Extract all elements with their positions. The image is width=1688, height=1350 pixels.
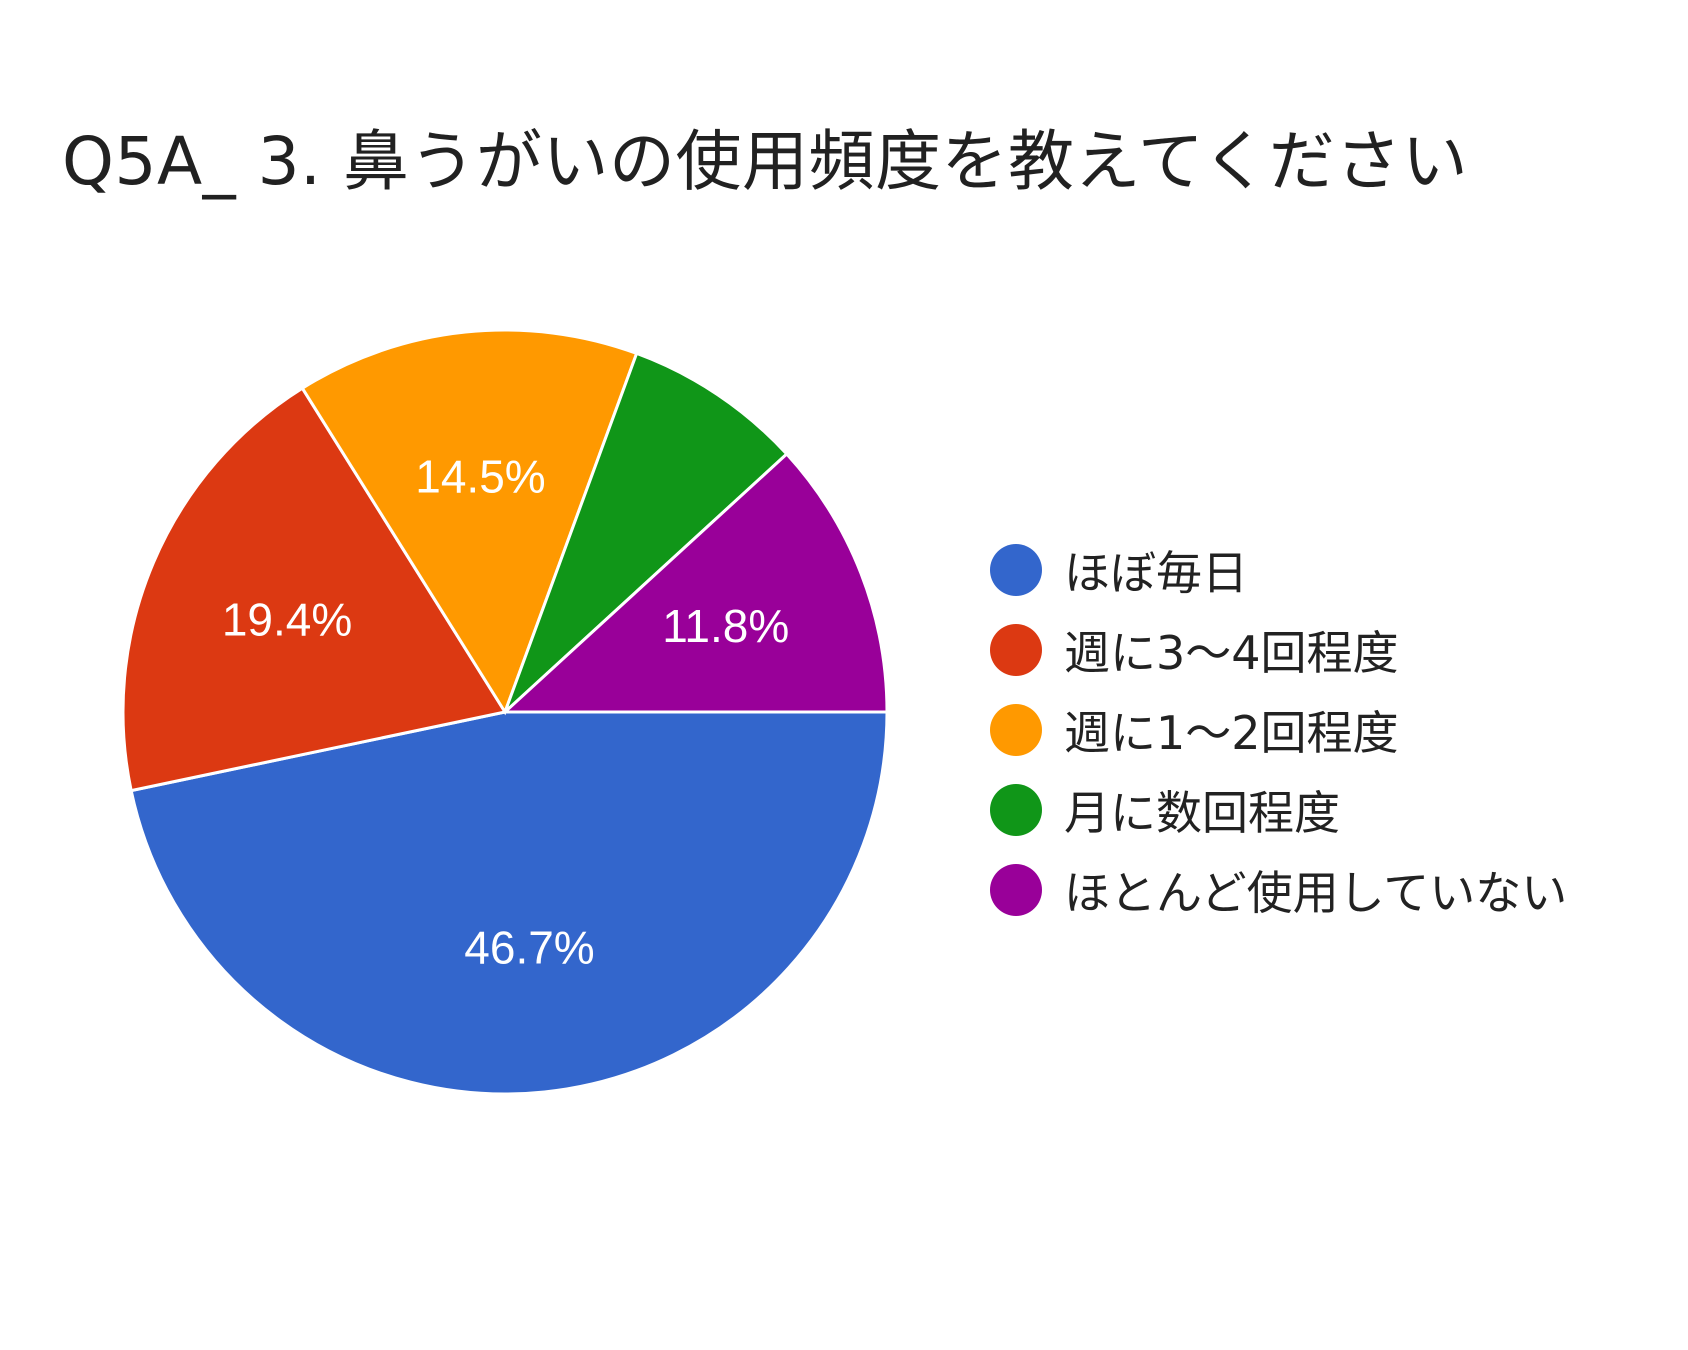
legend: ほぼ毎日週に3〜4回程度 週に1〜2回程度 月に数回程度ほとんど使用していない (990, 530, 1567, 930)
legend-item-1: ほぼ毎日 (990, 530, 1567, 610)
chart-title: Q5A_ 3. 鼻うがいの使用頻度を教えてください (62, 123, 1469, 200)
pie-slice-4 (503, 351, 789, 714)
pie-slice-3 (300, 328, 639, 716)
legend-swatch (990, 704, 1042, 756)
legend-item-2: 週に3〜4回程度 (990, 610, 1567, 690)
legend-swatch (990, 544, 1042, 596)
legend-label: ほとんど使用していない (1064, 866, 1568, 920)
pie-slice-labels: 46.7% 19.4% 14.5% 11.8% (222, 450, 789, 973)
pie-slice-label-3: 14.5% (415, 450, 545, 502)
legend-swatch (990, 784, 1042, 836)
legend-label: 月に数回程度 (1064, 786, 1340, 840)
pie-slice-label-5: 11.8% (662, 600, 789, 652)
pie-slice-5 (501, 451, 889, 714)
pie-slice-2 (121, 386, 508, 793)
pie-slice-1 (129, 710, 889, 1096)
legend-swatch (990, 624, 1042, 676)
legend-item-3: 週に1〜2回程度 (990, 690, 1567, 770)
pie-slice-label-2: 19.4% (222, 593, 352, 645)
pie-slice-label-1: 46.7% (464, 922, 594, 974)
legend-label: 週に3〜4回程度 (1064, 626, 1399, 680)
legend-swatch (990, 864, 1042, 916)
legend-item-5: ほとんど使用していない (990, 850, 1567, 930)
legend-item-4: 月に数回程度 (990, 770, 1567, 850)
legend-label: 週に1〜2回程度 (1064, 706, 1399, 760)
pie-slices (121, 328, 889, 1096)
legend-label: ほぼ毎日 (1064, 546, 1248, 600)
